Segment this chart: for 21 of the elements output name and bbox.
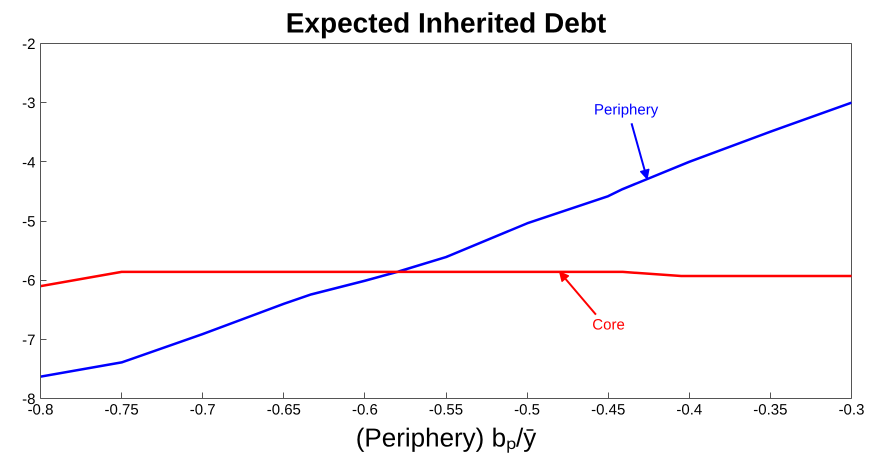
x-tick-label: -0.4 bbox=[676, 402, 702, 418]
y-tick-label: -4 bbox=[22, 154, 36, 172]
x-tick-label: -0.6 bbox=[352, 402, 378, 418]
y-tick-label: -3 bbox=[22, 95, 36, 112]
y-tick-label: -5 bbox=[22, 214, 36, 230]
x-tick-label: -0.65 bbox=[266, 402, 301, 418]
y-tick-label: -6 bbox=[22, 272, 36, 290]
annotation: Periphery bbox=[594, 101, 659, 118]
x-tick-label: -0.45 bbox=[591, 402, 626, 418]
y-tick-label: -7 bbox=[22, 332, 36, 349]
y-tick-label: -2 bbox=[22, 36, 36, 53]
x-tick-label: -0.7 bbox=[190, 402, 216, 418]
x-tick-label: -0.75 bbox=[104, 402, 139, 418]
x-tick-label: -0.3 bbox=[838, 402, 864, 418]
x-tick-label: -0.5 bbox=[514, 402, 540, 418]
x-tick-label: -0.35 bbox=[753, 402, 788, 418]
chart-title: Expected Inherited Debt bbox=[286, 8, 606, 38]
x-tick-label: -0.55 bbox=[428, 402, 464, 418]
annotation: Core bbox=[592, 316, 625, 334]
x-axis-title: (Periphery) bₚ/ȳ bbox=[356, 422, 536, 454]
line-series bbox=[40, 101, 852, 378]
